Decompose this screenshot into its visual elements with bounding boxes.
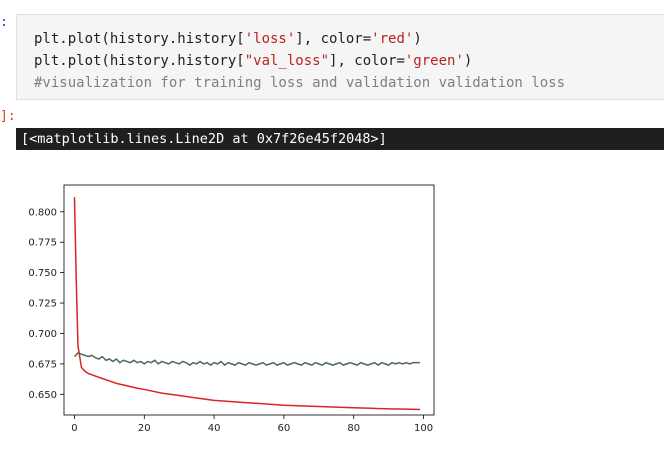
- loss-chart: 0 20 40 60 80 100 0.650 0.675 0.700 0.725 0.750 0.7…: [28, 184, 435, 434]
- y-tick-label: 0.675: [28, 359, 57, 370]
- y-tick-label: 0.750: [28, 268, 57, 279]
- y-tick-label: 0.800: [28, 207, 57, 218]
- series-line-loss: [73, 197, 421, 411]
- code-line-1: plt.plot(history.history['loss'], color=…: [34, 31, 422, 47]
- code-text: ): [413, 31, 422, 47]
- series-line-val-loss: [73, 352, 421, 366]
- code-cell[interactable]: plt.plot(history.history['loss'], color=…: [16, 14, 664, 100]
- code-string: 'loss': [244, 31, 296, 47]
- x-tick-label: 40: [208, 423, 221, 434]
- y-tick-label: 0.650: [28, 390, 57, 401]
- x-tick-label: 20: [138, 423, 151, 434]
- code-text: ): [463, 53, 473, 69]
- output-text: [<matplotlib.lines.Line2D at 0x7f26e45f2…: [16, 128, 664, 150]
- x-tick-label: 0: [71, 423, 77, 434]
- code-string: 'green': [404, 53, 464, 69]
- code-string: 'red': [371, 31, 414, 47]
- output-prompt: ]:: [0, 109, 16, 124]
- code-text: ], color=: [295, 31, 372, 47]
- code-string: "val_loss": [244, 53, 330, 69]
- y-tick-label: 0.725: [28, 299, 57, 310]
- code-comment: #visualization for training loss and val…: [34, 75, 566, 91]
- code-text: ], color=: [329, 53, 405, 69]
- input-prompt: :: [0, 15, 8, 30]
- code-text: plt.plot(history.history[: [34, 31, 245, 47]
- plot-frame: [63, 184, 435, 416]
- code-text: plt.plot(history.history[: [34, 53, 245, 69]
- x-tick-label: 100: [414, 423, 433, 434]
- plot-output: 0 20 40 60 80 100 0.650 0.675 0.700 0.725 0.750 0.7…: [0, 160, 664, 465]
- code-line-2: plt.plot(history.history["val_loss"], co…: [34, 53, 472, 69]
- x-tick-label: 80: [347, 423, 360, 434]
- y-tick-label: 0.700: [28, 329, 57, 340]
- x-tick-label: 60: [278, 423, 291, 434]
- y-tick-label: 0.775: [28, 238, 57, 249]
